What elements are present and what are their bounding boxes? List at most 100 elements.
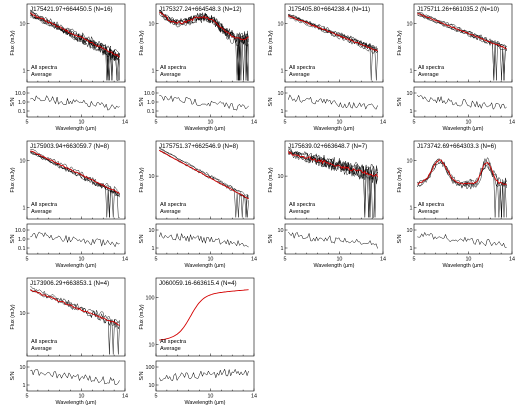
x-tick-label: 14	[509, 257, 515, 263]
sn-line	[417, 231, 507, 248]
x-tick-label: 5	[26, 257, 29, 263]
x-tick-label: 5	[155, 257, 158, 263]
x-tick-label: 5	[413, 120, 416, 126]
sn-line	[159, 368, 249, 382]
legend-average: Average	[418, 209, 439, 215]
legend-average: Average	[31, 209, 52, 215]
legend-average: Average	[160, 72, 181, 78]
average-spectrum-line	[30, 289, 120, 326]
flux-y-axis-label: Flux (mJy)	[10, 304, 16, 329]
flux-y-axis-label: Flux (mJy)	[397, 167, 403, 192]
x-tick-label: 14	[251, 394, 257, 400]
flux-axes	[284, 3, 384, 83]
sn-y-tick-label: 1.0	[147, 100, 155, 106]
flux-axes	[26, 277, 126, 357]
panel-title: J175405.80+664238.4 (N=11)	[288, 6, 370, 13]
x-tick-label: 10	[207, 394, 213, 400]
sn-y-tick-label: 1	[410, 246, 413, 252]
x-tick-label: 14	[251, 120, 257, 126]
sn-y-axis-label: S/N	[139, 371, 145, 380]
individual-spectrum-line	[288, 150, 378, 218]
sn-axes	[26, 360, 126, 392]
legend-all-spectra: All spectra	[31, 202, 58, 208]
sn-line	[288, 231, 378, 249]
sn-line	[288, 94, 378, 110]
flux-y-tick-label: 10	[149, 174, 155, 180]
x-axis-label: Wavelength (μm)	[185, 400, 226, 406]
x-tick-label: 10	[78, 257, 84, 263]
x-tick-label: 10	[207, 257, 213, 263]
sn-axes	[284, 86, 384, 118]
sn-axes	[155, 86, 255, 118]
flux-y-tick-label: 10	[278, 22, 284, 28]
sn-y-tick-label: 1	[410, 109, 413, 115]
x-tick-label: 10	[336, 120, 342, 126]
x-axis-label: Wavelength (μm)	[314, 126, 355, 132]
legend-all-spectra: All spectra	[160, 202, 187, 208]
legend-average: Average	[289, 72, 310, 78]
sn-axes	[413, 223, 513, 255]
legend-all-spectra: All spectra	[31, 65, 58, 71]
sn-y-tick-label: 10	[278, 228, 284, 234]
x-tick-label: 5	[155, 394, 158, 400]
panel-title: J175421.97+664450.5 (N=16)	[30, 6, 113, 13]
flux-axes	[413, 3, 513, 83]
x-axis-label: Wavelength (μm)	[56, 263, 97, 269]
flux-y-tick-label: 10	[20, 311, 26, 317]
spectrum-panel: 5 10 14 10 10 1 Flux (mJy) S/N Wavelength (μm) J1…	[10, 277, 128, 406]
flux-y-axis-label: Flux (mJy)	[10, 30, 16, 55]
spectrum-panel: 5 10 14 10 10 1 Flux (mJy) S/N Wavelength (μm) J1…	[139, 140, 257, 269]
flux-y-axis-label: Flux (mJy)	[139, 30, 145, 55]
legend-average: Average	[289, 209, 310, 215]
x-axis-label: Wavelength (μm)	[185, 263, 226, 269]
sn-y-axis-label: S/N	[139, 234, 145, 243]
panel-title: J175327.24+664548.3 (N=12)	[159, 6, 242, 13]
x-tick-label: 14	[380, 120, 386, 126]
individual-spectrum-line	[30, 13, 120, 81]
flux-axes	[413, 140, 513, 220]
x-axis-label: Wavelength (μm)	[56, 126, 97, 132]
legend-all-spectra: All spectra	[160, 65, 187, 71]
flux-y-tick-label: 10	[149, 342, 155, 348]
sn-y-axis-label: S/N	[139, 97, 145, 106]
flux-y-axis-label: Flux (mJy)	[10, 167, 16, 192]
sn-y-axis-label: S/N	[268, 234, 274, 243]
individual-spectrum-line	[30, 10, 120, 81]
sn-y-tick-label: 10	[278, 91, 284, 97]
sn-y-tick-label: 10.0	[144, 91, 155, 97]
x-tick-label: 14	[509, 120, 515, 126]
sn-y-tick-label: 10.0	[15, 91, 26, 97]
individual-spectrum-line	[159, 14, 249, 81]
spectrum-panel: 5 10 14 10 1 10 1 Flux (mJy) S/N Wavelength (μm) J…	[397, 140, 515, 269]
sn-y-tick-label: 0.1	[18, 246, 26, 252]
flux-y-tick-label: 1	[152, 68, 155, 74]
flux-axes	[26, 3, 126, 83]
sn-y-tick-label: 1	[281, 246, 284, 252]
average-spectrum-line	[288, 15, 378, 52]
sn-y-tick-label: 10	[407, 91, 413, 97]
individual-spectrum-line	[30, 15, 120, 62]
sn-y-tick-label: 10	[20, 365, 26, 371]
sn-y-axis-label: S/N	[268, 97, 274, 106]
sn-y-axis-label: S/N	[397, 234, 403, 243]
flux-y-tick-label: 10	[407, 22, 413, 28]
flux-axes	[26, 140, 126, 220]
x-tick-label: 5	[26, 394, 29, 400]
x-tick-label: 14	[122, 257, 128, 263]
flux-y-axis-label: Flux (mJy)	[139, 304, 145, 329]
sn-line	[30, 95, 120, 111]
sn-axes	[155, 360, 255, 392]
average-spectrum-line	[159, 12, 249, 41]
spectrum-panel: 5 10 14 10 1 10.0 1.0 0.1 Flux (mJy) S/N Wavelengt…	[10, 3, 128, 132]
flux-axes	[155, 140, 255, 220]
average-spectrum-line	[287, 151, 379, 178]
x-axis-label: Wavelength (μm)	[443, 126, 484, 132]
x-tick-label: 5	[26, 120, 29, 126]
flux-y-tick-label: 1	[281, 68, 284, 74]
individual-spectrum-line	[288, 151, 378, 218]
flux-y-tick-label: 10	[20, 22, 26, 28]
x-axis-label: Wavelength (μm)	[443, 263, 484, 269]
x-tick-label: 10	[465, 120, 471, 126]
